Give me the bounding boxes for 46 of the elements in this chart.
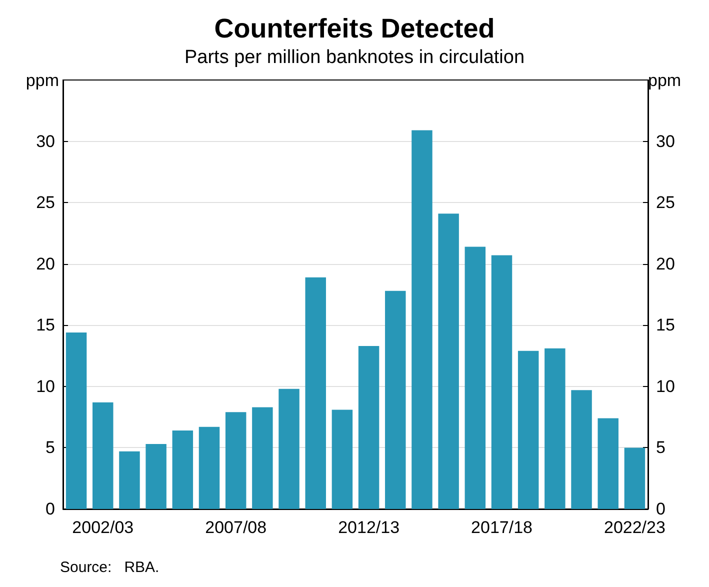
chart-title: Counterfeits Detected xyxy=(214,14,495,44)
bar xyxy=(544,348,566,509)
bar xyxy=(278,388,300,509)
y-tick-label: 25 xyxy=(36,193,55,212)
bar xyxy=(332,410,353,509)
bar xyxy=(518,350,539,509)
y2-tick-label: 20 xyxy=(656,254,675,274)
source-note: Source: RBA. xyxy=(60,559,160,576)
x-tick-label: 2022/23 xyxy=(604,518,666,537)
y-tick-label: 30 xyxy=(36,132,55,151)
bar xyxy=(172,430,194,509)
y2-tick-label: 0 xyxy=(656,500,666,518)
bar xyxy=(225,412,246,509)
bar xyxy=(66,332,87,509)
bar xyxy=(624,448,646,509)
bar xyxy=(385,290,406,509)
y2-tick-label: 10 xyxy=(656,376,675,396)
y-tick-label: 15 xyxy=(36,316,55,335)
y-axis-title: ppm xyxy=(26,71,59,90)
x-tick-label: 2017/18 xyxy=(471,518,532,537)
y2-tick-label: 5 xyxy=(656,438,666,458)
y-tick-label: 10 xyxy=(36,376,55,396)
bar xyxy=(491,255,512,509)
bar xyxy=(412,130,432,509)
bar xyxy=(305,277,326,509)
y-tick-label: 5 xyxy=(46,438,55,458)
y2-tick-label: 30 xyxy=(656,132,675,151)
bar xyxy=(598,418,618,509)
x-tick-label: 2007/08 xyxy=(205,518,267,537)
bar xyxy=(92,402,114,509)
bar xyxy=(358,346,380,509)
y2-tick-label: 15 xyxy=(656,316,675,335)
y2-axis-title: ppm xyxy=(648,71,682,90)
y2-tick-label: 25 xyxy=(656,193,675,212)
bar xyxy=(252,407,273,509)
bar xyxy=(464,246,486,509)
y-tick-label: 20 xyxy=(36,254,55,274)
chart-subtitle: Parts per million banknotes in circulation xyxy=(184,47,525,68)
x-tick-label: 2002/03 xyxy=(72,518,134,537)
bar xyxy=(119,451,140,509)
y-tick-label: 0 xyxy=(46,500,55,518)
bar xyxy=(438,214,459,509)
bar xyxy=(571,390,592,509)
bar xyxy=(198,426,220,509)
bar xyxy=(146,444,166,509)
x-tick-label: 2012/13 xyxy=(338,518,400,537)
